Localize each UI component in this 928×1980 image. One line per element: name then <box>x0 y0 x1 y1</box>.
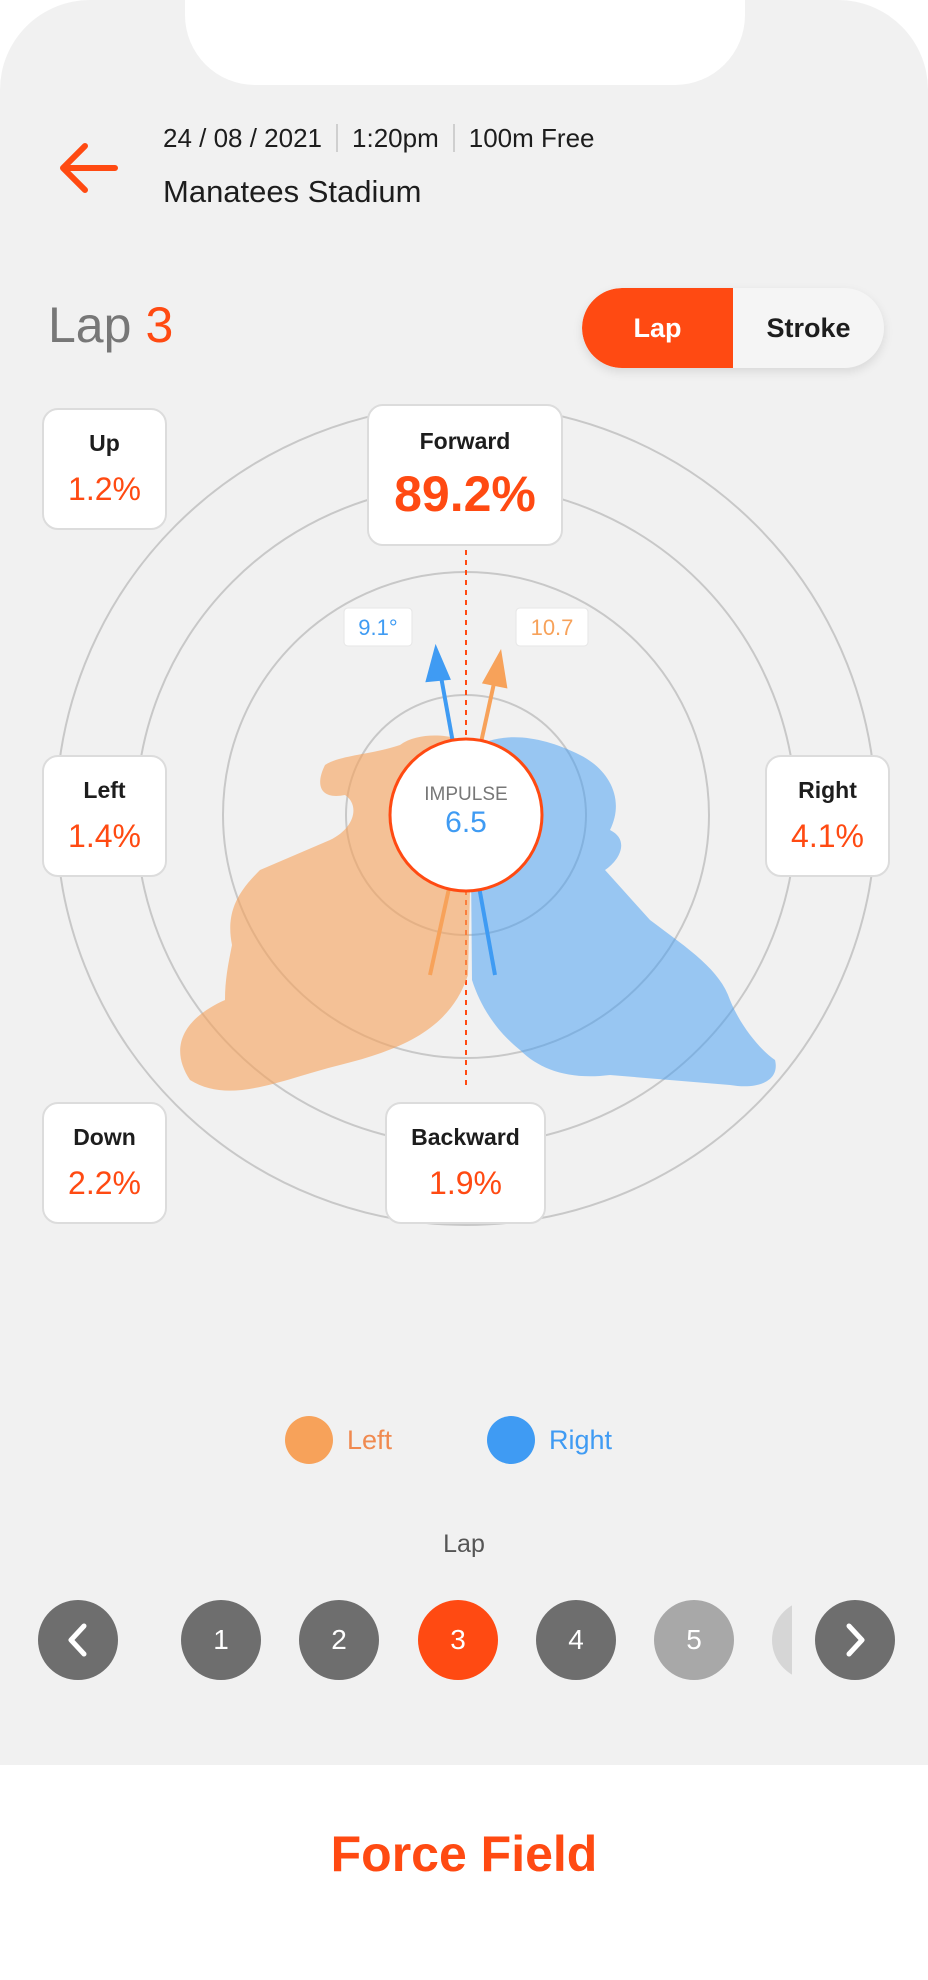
phone-screen: 24 / 08 / 2021 1:20pm 100m Free Manatees… <box>0 0 928 1765</box>
session-event: 100m Free <box>468 122 595 153</box>
force-right-label: Right <box>798 777 857 803</box>
force-forward-card: Forward 89.2% <box>367 404 563 546</box>
right-hand-shape <box>470 737 776 1087</box>
lap-button-5[interactable]: 5 <box>654 1600 734 1680</box>
lap-button-3[interactable]: 3 <box>418 1600 498 1680</box>
force-forward-label: Forward <box>419 427 511 454</box>
right-angle-value: 9.1° <box>358 615 397 640</box>
legend-right-swatch <box>487 1416 535 1464</box>
back-button[interactable] <box>52 138 122 198</box>
toggle-stroke[interactable]: Stroke <box>766 312 851 343</box>
lap-pager: 1 2 3 4 5 <box>0 1600 928 1680</box>
impulse-value: 6.5 <box>445 806 487 839</box>
force-up-label: Up <box>89 430 120 456</box>
force-down-label: Down <box>73 1124 136 1150</box>
screen-title: Force Field <box>330 1826 598 1882</box>
force-left-label: Left <box>83 777 126 803</box>
lap-title-label: Lap <box>48 297 132 353</box>
force-backward-value: 1.9% <box>429 1165 502 1201</box>
legend-left: Left <box>285 1415 392 1465</box>
venue-name: Manatees Stadium <box>163 174 422 209</box>
prev-lap-button[interactable] <box>38 1600 118 1680</box>
legend-right: Right <box>487 1415 612 1465</box>
chevron-right-icon <box>846 1623 865 1657</box>
force-right-card: Right 4.1% <box>765 755 890 877</box>
force-left-value: 1.4% <box>68 818 141 854</box>
chevron-left-icon <box>68 1623 87 1657</box>
lap-pager-caption: Lap <box>443 1530 485 1558</box>
arrow-left-icon <box>60 143 118 193</box>
divider <box>336 124 339 152</box>
lap-button-4[interactable]: 4 <box>536 1600 616 1680</box>
divider <box>452 124 455 152</box>
session-meta: 24 / 08 / 2021 1:20pm 100m Free <box>163 120 595 156</box>
toggle-lap[interactable]: Lap <box>582 288 733 368</box>
force-down-value: 2.2% <box>68 1165 141 1201</box>
force-forward-value: 89.2% <box>394 465 536 522</box>
left-angle-badge <box>515 607 589 647</box>
force-up-card: Up 1.2% <box>42 408 167 530</box>
force-backward-label: Backward <box>411 1124 520 1150</box>
force-up-value: 1.2% <box>68 471 141 507</box>
lap-button-2[interactable]: 2 <box>299 1600 379 1680</box>
force-left-card: Left 1.4% <box>42 755 167 877</box>
page-title: Lap 3 <box>48 296 173 354</box>
force-right-value: 4.1% <box>791 818 864 854</box>
force-down-card: Down 2.2% <box>42 1102 167 1224</box>
impulse-circle <box>388 737 544 893</box>
lap-title-number: 3 <box>145 297 174 353</box>
session-date: 24 / 08 / 2021 <box>163 122 323 153</box>
legend-right-label: Right <box>549 1424 613 1455</box>
lap-stroke-toggle: Lap Stroke <box>582 288 884 368</box>
device-notch <box>185 0 745 85</box>
legend-left-swatch <box>285 1416 333 1464</box>
lap-button-1[interactable]: 1 <box>181 1600 261 1680</box>
session-time: 1:20pm <box>352 122 439 153</box>
force-backward-card: Backward 1.9% <box>385 1102 546 1224</box>
legend-left-label: Left <box>347 1424 393 1455</box>
impulse-label: IMPULSE <box>424 784 507 805</box>
left-angle-value: 10.7 <box>531 615 574 640</box>
right-angle-badge <box>343 607 413 647</box>
next-lap-button[interactable] <box>815 1600 895 1680</box>
force-field-chart: 9.1° 10.7 IMPULSE 6.5 <box>55 404 877 1226</box>
lap-button-overflow <box>772 1600 792 1680</box>
